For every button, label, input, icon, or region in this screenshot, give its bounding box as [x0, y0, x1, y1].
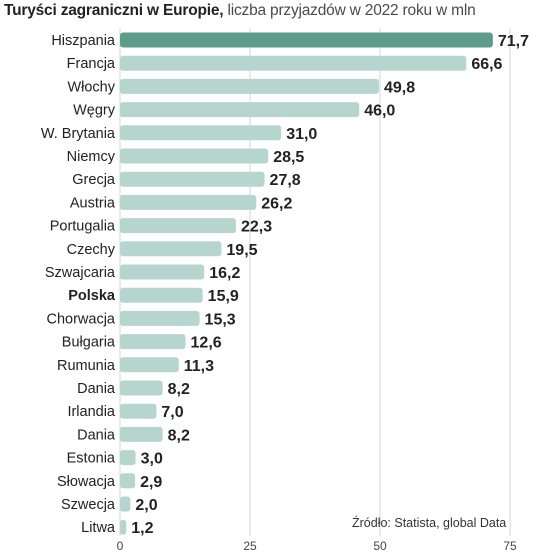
value-label-chorwacja-12: 15,3: [205, 311, 236, 328]
value-label-szwajcaria-10: 16,2: [209, 265, 240, 282]
value-label-francja-1: 66,6: [471, 56, 502, 73]
category-label-grecja-6: Grecja: [72, 172, 116, 188]
bar-polska-11: [120, 287, 203, 303]
category-label-rumunia-14: Rumunia: [57, 358, 116, 374]
bar-niemcy-5: [120, 148, 269, 164]
value-label-czechy-9: 19,5: [226, 242, 257, 259]
value-label-wlochy-2: 49,8: [384, 79, 415, 96]
bar-portugalia-8: [120, 218, 236, 234]
category-label-w-brytania-4: W. Brytania: [41, 126, 116, 142]
category-label-polska-11: Polska: [68, 288, 116, 304]
value-label-estonia-18: 3,0: [141, 451, 163, 468]
category-label-szwecja-20: Szwecja: [61, 497, 116, 513]
value-label-slowacja-19: 2,9: [140, 474, 162, 491]
bar-slowacja-19: [120, 473, 136, 489]
value-label-portugalia-8: 22,3: [241, 219, 272, 236]
x-tick-label-50: 50: [373, 539, 387, 553]
category-label-slowacja-19: Słowacja: [57, 474, 116, 490]
category-label-francja-1: Francja: [67, 56, 116, 72]
category-labels: Hiszpania Francja Włochy Węgry W. Brytania Ni…: [41, 33, 116, 536]
bar-wlochy-2: [120, 78, 379, 94]
bar-grecja-6: [120, 171, 265, 187]
bar-bulgaria-13: [120, 334, 186, 350]
value-label-niemcy-5: 28,5: [273, 149, 304, 166]
chart-title-subtitle: liczba przyjazdów w 2022 roku w mln: [223, 2, 476, 19]
chart-title-bold: Turyści zagraniczni w Europie,: [4, 2, 224, 19]
value-label-austria-7: 26,2: [261, 195, 292, 212]
category-label-wegry-3: Węgry: [73, 103, 116, 119]
category-label-austria-7: Austria: [70, 195, 116, 211]
value-label-rumunia-14: 11,3: [184, 358, 214, 375]
value-label-irlandia-16: 7,0: [161, 404, 183, 421]
value-label-bulgaria-13: 12,6: [191, 335, 222, 352]
category-label-czechy-9: Czechy: [67, 242, 116, 258]
category-label-chorwacja-12: Chorwacja: [47, 311, 116, 327]
value-label-dania-15: 8,2: [168, 381, 190, 398]
category-label-portugalia-8: Portugalia: [50, 219, 116, 235]
bar-hiszpania-0: [120, 32, 493, 48]
bar-irlandia-16: [120, 403, 157, 419]
category-label-estonia-18: Estonia: [67, 451, 116, 467]
bar-litwa-21: [120, 519, 127, 535]
category-label-wlochy-2: Włochy: [67, 79, 115, 95]
category-label-niemcy-5: Niemcy: [67, 149, 116, 165]
bar-rumunia-14: [120, 357, 179, 373]
x-tick-label-25: 25: [243, 539, 257, 553]
value-label-grecja-6: 27,8: [270, 172, 301, 189]
category-label-dania-17: Dania: [77, 427, 116, 443]
value-label-litwa-21: 1,2: [131, 520, 153, 537]
chart-title: Turyści zagraniczni w Europie, liczba pr…: [4, 2, 476, 20]
value-label-polska-11: 15,9: [208, 288, 239, 305]
category-label-litwa-21: Litwa: [81, 520, 116, 536]
bar-chorwacja-12: [120, 310, 200, 326]
bar-dania-17: [120, 426, 163, 442]
bar-austria-7: [120, 194, 257, 210]
bar-w-brytania-4: [120, 125, 282, 141]
value-label-hiszpania-0: 71,7: [498, 33, 529, 50]
bar-dania-15: [120, 380, 163, 396]
x-tick-label-75: 75: [503, 539, 517, 553]
value-label-szwecja-20: 2,0: [135, 497, 157, 514]
category-label-bulgaria-13: Bułgaria: [62, 335, 116, 351]
bar-szwajcaria-10: [120, 264, 205, 280]
category-label-hiszpania-0: Hiszpania: [51, 33, 116, 49]
value-label-dania-17: 8,2: [168, 427, 190, 444]
bar-estonia-18: [120, 450, 136, 466]
bar-wegry-3: [120, 102, 360, 118]
value-label-w-brytania-4: 31,0: [286, 126, 317, 143]
value-label-wegry-3: 46,0: [364, 103, 395, 120]
category-label-dania-15: Dania: [77, 381, 116, 397]
x-tick-label-0: 0: [117, 539, 124, 553]
x-axis-ticks: 0 25 50 75: [117, 539, 517, 553]
category-label-szwajcaria-10: Szwajcaria: [45, 265, 116, 281]
bars: [120, 32, 493, 535]
bar-francja-1: [120, 55, 467, 71]
category-label-irlandia-16: Irlandia: [67, 404, 115, 420]
source-note: Źródło: Statista, global Data: [352, 516, 507, 530]
bar-szwecja-20: [120, 496, 131, 512]
bar-czechy-9: [120, 241, 222, 257]
value-labels: 71,7 66,6 49,8 46,0 31,0 28,5 27,8 26,2 22,3 19,5…: [131, 33, 529, 537]
